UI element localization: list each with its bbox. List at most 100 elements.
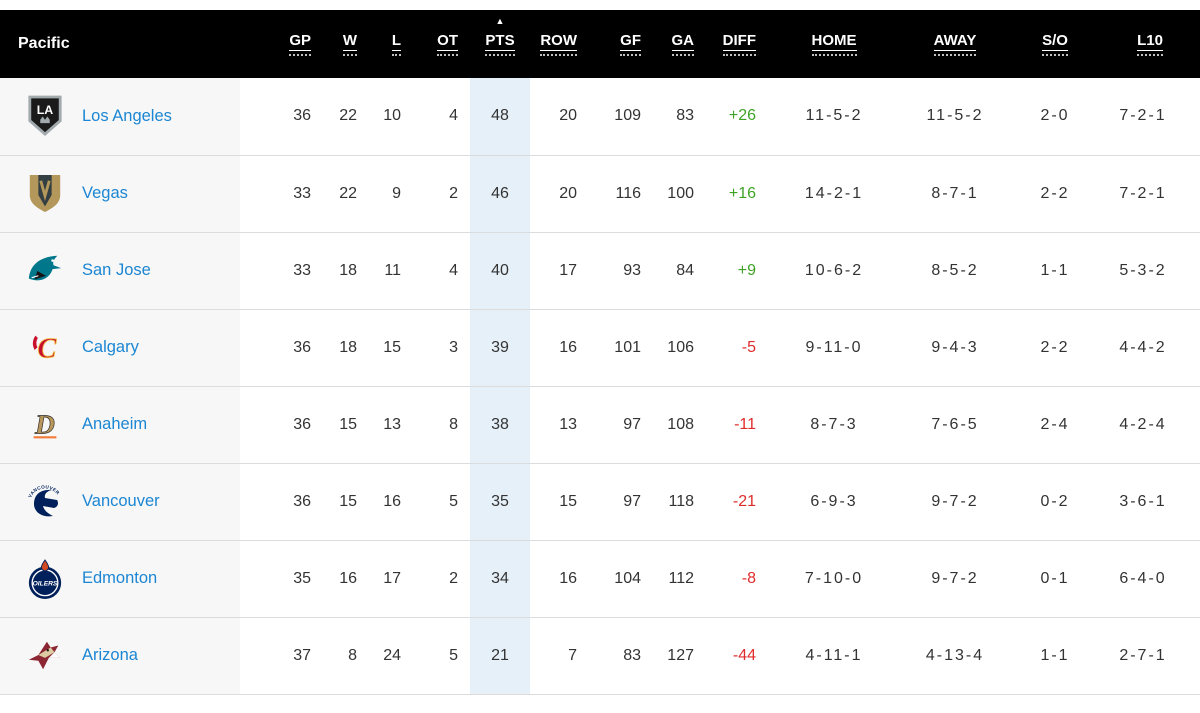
edmonton-oilers-logo[interactable]: OILERS	[24, 558, 66, 600]
column-header-pts[interactable]: ▲ PTS	[470, 10, 530, 78]
gf-cell: 97	[623, 492, 641, 510]
gf-cell: 116	[615, 184, 641, 202]
column-header-row[interactable]: ROW	[530, 10, 589, 78]
gf-cell: 109	[614, 107, 641, 125]
san-jose-sharks-logo[interactable]	[24, 252, 66, 290]
standings-panel: Pacific GP W L OT ▲ PTS ROW GF GA DIFF H…	[0, 10, 1200, 695]
team-row: San Jose 33 18 11 4 40 17 93 84 +9 10-6-2 8-5-2 1-1 5…	[0, 232, 1200, 309]
l10-cell: 7-2-1	[1119, 107, 1167, 125]
ga-cell: 118	[668, 492, 694, 510]
row-cell: 16	[559, 338, 577, 356]
svg-text:LA: LA	[37, 103, 54, 117]
team-link[interactable]: Anaheim	[82, 415, 148, 433]
ga-cell: 106	[667, 338, 694, 356]
home-cell: 4-11-1	[805, 646, 863, 664]
l-cell: 9	[392, 184, 401, 202]
ga-cell: 112	[668, 569, 694, 587]
l10-cell: 6-4-0	[1119, 569, 1167, 587]
team-link[interactable]: Calgary	[82, 338, 139, 356]
column-header-ga[interactable]: GA	[653, 10, 706, 78]
team-cell: OILERS Edmonton	[0, 540, 240, 617]
diff-cell: +26	[728, 107, 756, 125]
ot-cell: 5	[449, 492, 458, 510]
row-cell: 17	[559, 261, 577, 279]
row-cell: 15	[559, 492, 577, 510]
away-cell: 7-6-5	[931, 415, 979, 433]
pts-cell: 39	[470, 309, 530, 386]
diff-cell: -11	[734, 415, 756, 433]
team-cell: C Calgary	[0, 309, 240, 386]
away-cell: 9-7-2	[931, 492, 979, 510]
diff-cell: -44	[732, 646, 756, 664]
team-link[interactable]: Edmonton	[82, 569, 158, 587]
away-cell: 8-5-2	[931, 261, 979, 279]
ot-cell: 2	[449, 184, 458, 202]
column-header-away[interactable]: AWAY	[900, 10, 1010, 78]
column-header-diff[interactable]: DIFF	[706, 10, 768, 78]
team-row: LA Los Angeles 36 22 10 4 48 20 109 83 +26 11-5-2 11…	[0, 78, 1200, 155]
column-header-l[interactable]: L	[369, 10, 413, 78]
ga-cell: 84	[676, 261, 694, 279]
ot-cell: 2	[449, 569, 458, 587]
column-header-so[interactable]: S/O	[1010, 10, 1100, 78]
gf-cell: 83	[623, 646, 641, 664]
team-cell: LA Los Angeles	[0, 78, 240, 155]
l-cell: 24	[383, 646, 401, 664]
gf-cell: 97	[623, 415, 641, 433]
pts-cell: 34	[470, 540, 530, 617]
gf-cell: 93	[623, 261, 641, 279]
column-header-gf[interactable]: GF	[589, 10, 653, 78]
l-cell: 16	[383, 492, 401, 510]
w-cell: 16	[339, 569, 357, 587]
pts-cell: 21	[470, 617, 530, 694]
so-cell: 2-2	[1040, 184, 1070, 202]
ot-cell: 3	[449, 338, 458, 356]
team-row: OILERS Edmonton 35 16 17 2 34 16 104 112 -8 7-10-0 9…	[0, 540, 1200, 617]
column-header-l10[interactable]: L10	[1100, 10, 1200, 78]
so-cell: 0-2	[1040, 492, 1070, 510]
ot-cell: 4	[449, 107, 458, 125]
gp-cell: 36	[293, 415, 311, 433]
away-cell: 9-4-3	[931, 338, 979, 356]
so-cell: 2-2	[1040, 338, 1070, 356]
team-link[interactable]: San Jose	[82, 261, 151, 279]
ga-cell: 108	[667, 415, 694, 433]
vegas-golden-knights-logo[interactable]	[24, 173, 66, 215]
team-row: Vegas 33 22 9 2 46 20 116 100 +16 14-2-1 8-7-1 2-2 7-…	[0, 155, 1200, 232]
vancouver-canucks-logo[interactable]: VANCOUVER	[24, 482, 66, 522]
l-cell: 11	[384, 261, 401, 279]
anaheim-ducks-logo[interactable]: D	[24, 406, 66, 444]
calgary-flames-logo[interactable]: C	[24, 329, 66, 367]
w-cell: 8	[348, 646, 357, 664]
gp-cell: 36	[293, 107, 311, 125]
team-cell: Vegas	[0, 155, 240, 232]
arizona-coyotes-logo[interactable]	[24, 637, 66, 675]
home-cell: 10-6-2	[804, 261, 864, 279]
division-header: Pacific	[0, 10, 240, 78]
team-link[interactable]: Los Angeles	[82, 106, 172, 125]
home-cell: 8-7-3	[810, 415, 858, 433]
los-angeles-kings-logo[interactable]: LA	[24, 95, 66, 137]
column-header-w[interactable]: W	[323, 10, 369, 78]
sort-ascending-icon: ▲	[495, 16, 505, 26]
team-link[interactable]: Vegas	[82, 184, 128, 202]
w-cell: 15	[339, 415, 357, 433]
l-cell: 10	[383, 107, 401, 125]
l-cell: 13	[383, 415, 401, 433]
ot-cell: 5	[449, 646, 458, 664]
column-header-ot[interactable]: OT	[413, 10, 470, 78]
w-cell: 18	[339, 261, 357, 279]
column-header-home[interactable]: HOME	[768, 10, 900, 78]
l10-cell: 4-2-4	[1119, 415, 1167, 433]
l-cell: 15	[383, 338, 401, 356]
column-header-gp[interactable]: GP	[240, 10, 323, 78]
standings-body: LA Los Angeles 36 22 10 4 48 20 109 83 +26 11-5-2 11…	[0, 78, 1200, 694]
ga-cell: 127	[667, 646, 694, 664]
team-link[interactable]: Arizona	[82, 646, 138, 664]
team-row: VANCOUVER Vancouver 36 15 16 5 35 15 97 118 -21 6-9…	[0, 463, 1200, 540]
pts-cell: 38	[470, 386, 530, 463]
standings-header-row: Pacific GP W L OT ▲ PTS ROW GF GA DIFF H…	[0, 10, 1200, 78]
svg-text:C: C	[37, 333, 57, 364]
team-link[interactable]: Vancouver	[82, 492, 160, 510]
gp-cell: 36	[293, 492, 311, 510]
